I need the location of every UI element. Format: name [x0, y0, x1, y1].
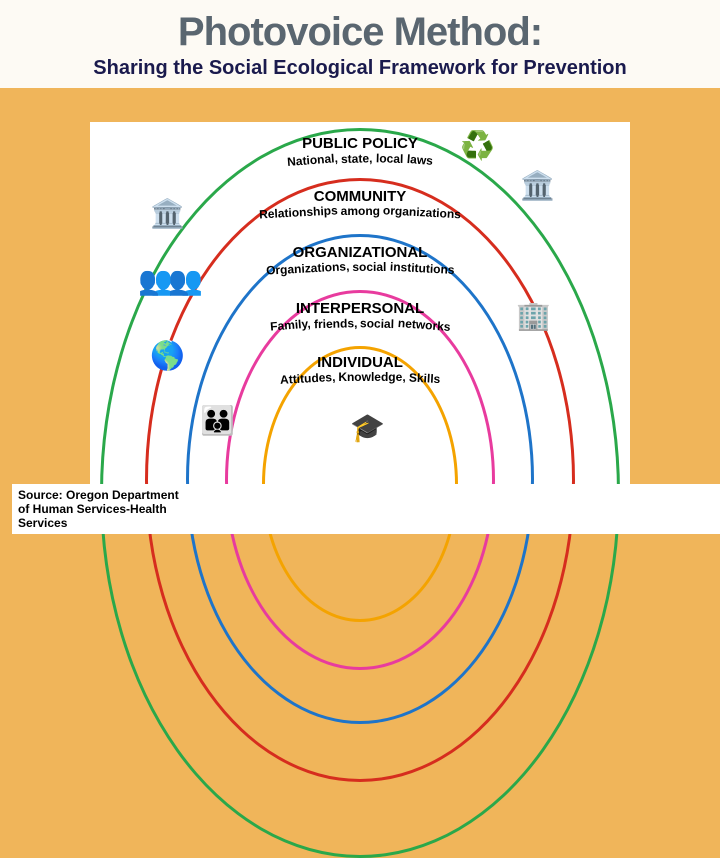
crowd2-icon: 👥 — [168, 267, 203, 295]
capitol-icon: 🏛️ — [520, 172, 555, 200]
office-icon: 🏢 — [516, 302, 551, 330]
govbldg-icon: 🏛️ — [150, 200, 185, 228]
level-public-policy: PUBLIC POLICYNational, state, local laws — [90, 136, 630, 164]
level-sub: Attitudes, Knowledge, Skills — [90, 371, 630, 384]
title-block: Photovoice Method: Sharing the Social Ec… — [0, 0, 720, 88]
page-subtitle: Sharing the Social Ecological Framework … — [2, 57, 718, 80]
page-title: Photovoice Method: — [2, 10, 718, 55]
globe-icon: 🌎 — [150, 342, 185, 370]
recycle-icon: ♻️ — [460, 132, 495, 160]
grad-icon: 🎓 — [350, 414, 385, 442]
level-label: ORGANIZATIONAL — [90, 245, 630, 261]
level-label: PUBLIC POLICY — [90, 136, 630, 152]
ecological-diagram: PUBLIC POLICYNational, state, local laws… — [90, 122, 630, 492]
level-sub: National, state, local laws — [90, 152, 630, 165]
family-icon: 👪 — [200, 407, 235, 435]
source-citation: Source: Oregon Department of Human Servi… — [12, 484, 720, 534]
